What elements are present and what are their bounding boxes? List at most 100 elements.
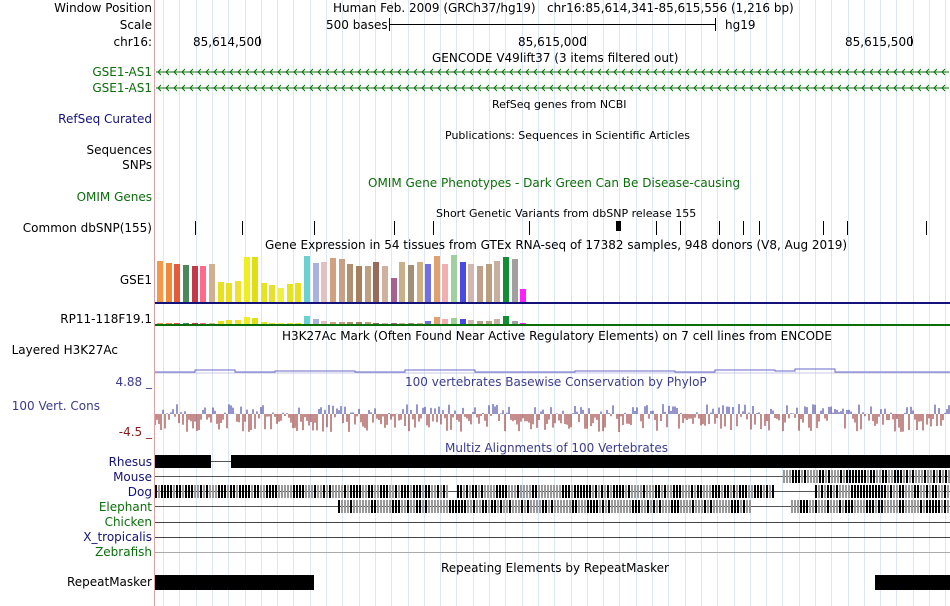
rp11-tissue-bar[interactable]	[381, 323, 388, 324]
repeat-element[interactable]	[155, 575, 314, 590]
dbsnp-variants[interactable]	[155, 221, 950, 235]
h3k27ac-signal[interactable]	[155, 362, 950, 374]
gse1-tissue-bar[interactable]	[321, 262, 328, 302]
rp11-tissue-bar[interactable]	[217, 321, 224, 324]
rp11-tissue-bar[interactable]	[226, 320, 233, 324]
rp11-tissue-bar[interactable]	[243, 317, 250, 324]
rp11-tissue-bar[interactable]	[321, 321, 328, 324]
snp-tick[interactable]	[847, 221, 848, 235]
xtrop-alignment[interactable]	[155, 537, 950, 538]
gencode-title[interactable]: GENCODE V49lift37 (3 items filtered out)	[432, 51, 679, 65]
publications-title[interactable]: Publications: Sequences in Scientific Ar…	[445, 129, 690, 142]
rp11-tissue-bar[interactable]	[182, 323, 189, 324]
phylop-signal[interactable]	[155, 392, 950, 440]
rp11-label[interactable]: RP11-118F19.1	[60, 312, 152, 326]
snps-label[interactable]: SNPs	[122, 158, 152, 172]
omim-label[interactable]: OMIM Genes	[76, 190, 152, 204]
zebrafish-label[interactable]: Zebrafish	[95, 545, 152, 559]
rp11-tissue-bar[interactable]	[485, 321, 492, 324]
elephant-alignment[interactable]	[155, 500, 950, 514]
rp11-tissue-bar[interactable]	[286, 323, 293, 324]
rp11-tissue-bar[interactable]	[442, 319, 449, 324]
rp11-tissue-bar[interactable]	[459, 319, 466, 324]
rp11-tissue-bar[interactable]	[304, 316, 311, 324]
refseq-label[interactable]: RefSeq Curated	[58, 112, 152, 126]
gse1-tissue-bar[interactable]	[468, 264, 475, 302]
gse1-tissue-bar[interactable]	[182, 265, 189, 302]
gse1-tissue-bar[interactable]	[304, 256, 311, 302]
rp11-tissue-bar[interactable]	[390, 323, 397, 324]
snp-tick[interactable]	[680, 221, 681, 235]
gse1-tissue-bar[interactable]	[252, 257, 259, 302]
rp11-tissue-bar[interactable]	[252, 318, 259, 324]
gse1-tissue-bar[interactable]	[416, 262, 423, 302]
rp11-tissue-bar[interactable]	[269, 323, 276, 324]
gse1-tissue-bar[interactable]	[407, 265, 414, 302]
rp11-tissue-bar[interactable]	[347, 322, 354, 324]
rp11-tissue-bar[interactable]	[338, 322, 345, 324]
snp-tick[interactable]	[394, 221, 395, 235]
gse1-tissue-bar[interactable]	[157, 261, 163, 302]
gencode-genes[interactable]	[155, 66, 950, 96]
dog-label[interactable]: Dog	[127, 485, 152, 499]
rhesus-alignment[interactable]	[155, 455, 950, 469]
gse1-tissue-bar[interactable]	[390, 278, 397, 302]
snp-tick[interactable]	[314, 221, 315, 235]
rp11-tissue-bar[interactable]	[330, 322, 336, 324]
rp11-tissue-bar[interactable]	[312, 319, 319, 324]
rp11-tissue-bar[interactable]	[477, 321, 484, 324]
chicken-label[interactable]: Chicken	[104, 515, 152, 529]
gse1-tissue-bar[interactable]	[330, 258, 336, 302]
snp-tick[interactable]	[743, 221, 744, 235]
gse1-tissue-bar[interactable]	[477, 266, 484, 302]
snp-tick[interactable]	[616, 221, 621, 231]
gse1-tissue-bar[interactable]	[381, 266, 388, 302]
gse1-tissue-bar[interactable]	[243, 257, 250, 302]
rp11-tissue-bar[interactable]	[399, 323, 406, 324]
mouse-label[interactable]: Mouse	[113, 470, 152, 484]
mouse-alignment[interactable]	[155, 470, 950, 484]
gse1-tissue-bar[interactable]	[191, 266, 198, 302]
gse1-as1-label-1[interactable]: GSE1-AS1	[92, 65, 152, 79]
rp11-tissue-bar[interactable]	[433, 317, 440, 324]
gse1-tissue-bar[interactable]	[286, 284, 293, 302]
dog-alignment[interactable]	[155, 485, 950, 499]
gse1-tissue-bar[interactable]	[295, 283, 302, 302]
cons-label[interactable]: 100 Vert. Cons	[11, 399, 100, 413]
dbsnp-title[interactable]: Short Genetic Variants from dbSNP releas…	[436, 207, 697, 220]
gse1-tissue-bar[interactable]	[200, 266, 207, 302]
snp-tick[interactable]	[656, 221, 657, 235]
snp-tick[interactable]	[195, 221, 196, 235]
gse1-tissue-bar[interactable]	[520, 289, 527, 302]
gse1-tissue-bar[interactable]	[260, 283, 267, 302]
h3k27ac-title[interactable]: H3K27Ac Mark (Often Found Near Active Re…	[282, 329, 832, 343]
gse1-tissue-bar[interactable]	[208, 264, 215, 302]
rp11-tissue-bar[interactable]	[174, 323, 181, 324]
snp-tick[interactable]	[926, 221, 927, 235]
gtex-title[interactable]: Gene Expression in 54 tissues from GTEx …	[265, 238, 848, 252]
gse1-tissue-bar[interactable]	[364, 266, 371, 302]
xtrop-label[interactable]: X_tropicalis	[83, 530, 152, 544]
zebrafish-alignment[interactable]	[155, 552, 950, 553]
gse1-tissue-bar[interactable]	[373, 262, 380, 302]
rp11-tissue-bar[interactable]	[260, 322, 267, 324]
gse1-tissue-bar[interactable]	[278, 288, 285, 302]
gse1-tissue-bar[interactable]	[347, 264, 354, 302]
chicken-alignment[interactable]	[155, 522, 950, 523]
gse1-expression-bars[interactable]	[155, 254, 950, 302]
snp-tick[interactable]	[719, 221, 720, 235]
gse1-tissue-bar[interactable]	[234, 281, 241, 302]
rp11-tissue-bar[interactable]	[234, 320, 241, 324]
rp11-tissue-bar[interactable]	[425, 321, 432, 324]
gse1-tissue-bar[interactable]	[425, 264, 432, 302]
rp11-tissue-bar[interactable]	[355, 322, 362, 324]
phylop-title[interactable]: 100 vertebrates Basewise Conservation by…	[405, 375, 707, 389]
gse1-label[interactable]: GSE1	[119, 273, 152, 287]
gse1-tissue-bar[interactable]	[269, 285, 276, 302]
omim-title[interactable]: OMIM Gene Phenotypes - Dark Green Can Be…	[368, 176, 741, 190]
h3k27ac-label[interactable]: Layered H3K27Ac	[11, 343, 118, 357]
gse1-tissue-bar[interactable]	[338, 259, 345, 302]
snp-tick[interactable]	[823, 221, 824, 235]
track-image[interactable]: Human Feb. 2009 (GRCh37/hg19) chr16:85,6…	[155, 0, 950, 606]
gse1-tissue-bar[interactable]	[226, 283, 233, 302]
